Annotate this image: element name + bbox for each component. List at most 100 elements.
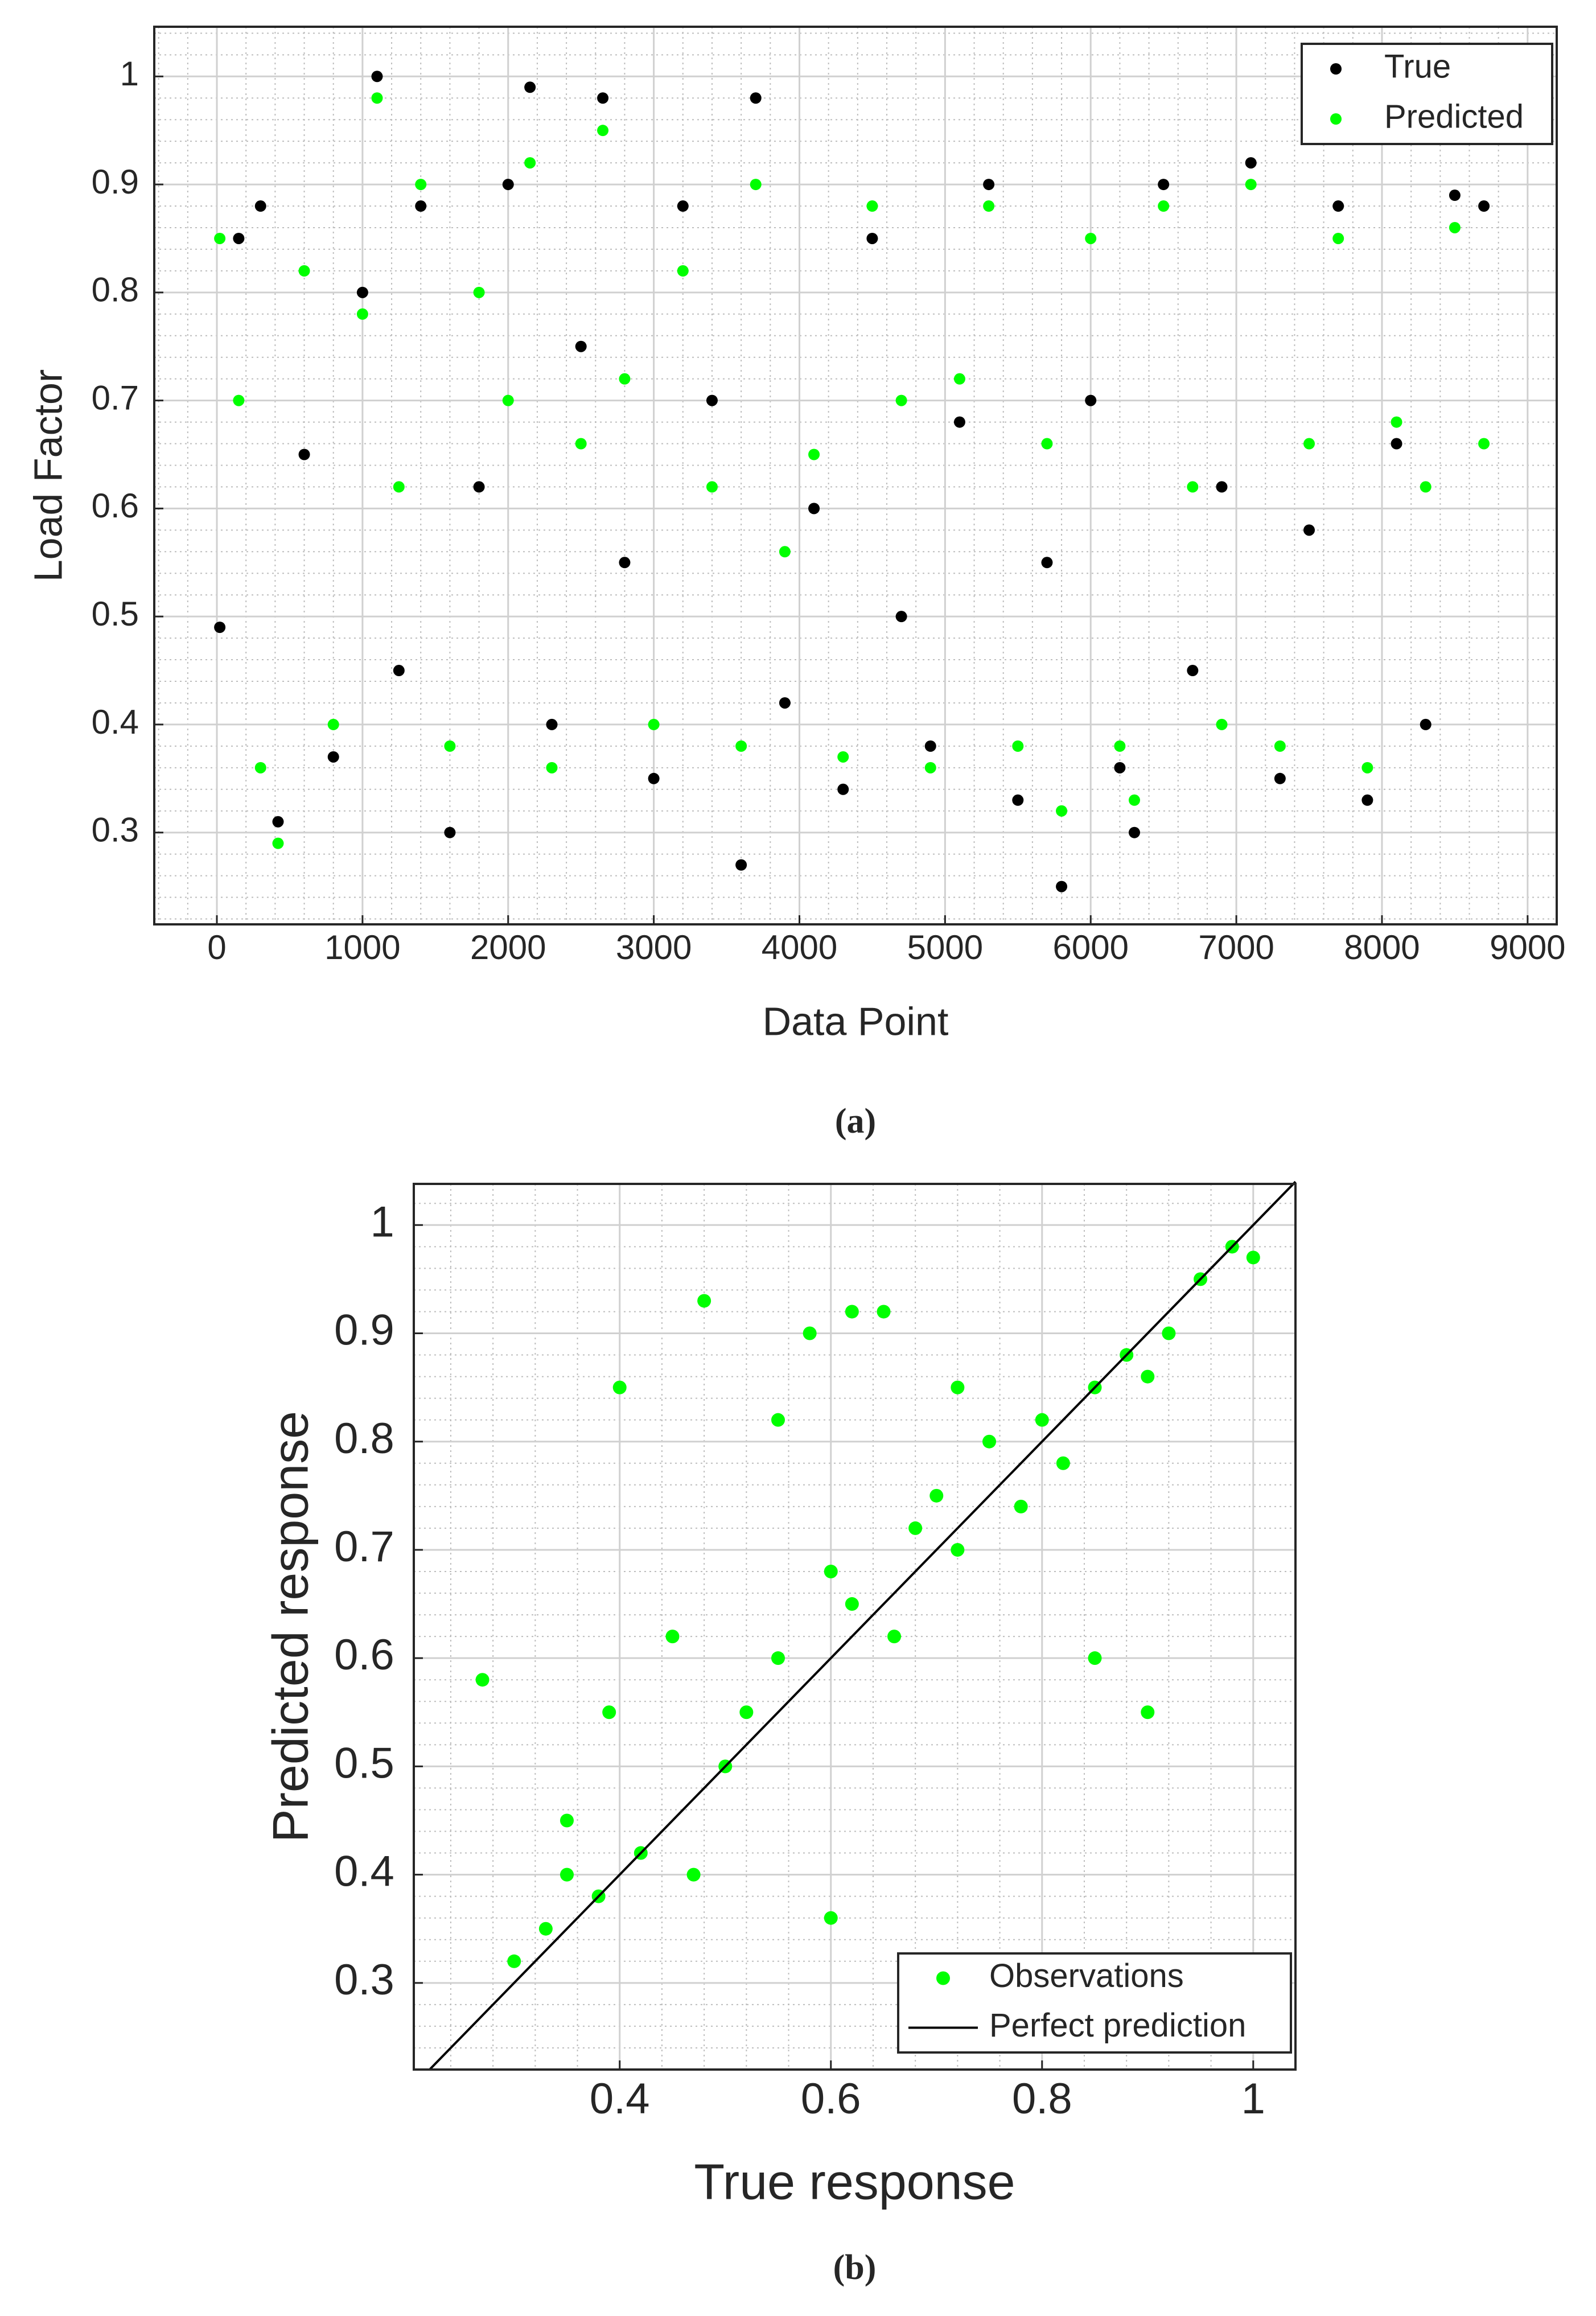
point: [524, 81, 536, 93]
point: [779, 697, 791, 709]
point: [1245, 179, 1257, 191]
point: [677, 265, 689, 277]
point: [1114, 740, 1126, 752]
point: [1012, 740, 1024, 752]
point: [1041, 438, 1053, 450]
point: [1056, 805, 1068, 817]
legend-swatch: [1330, 63, 1342, 75]
point: [866, 200, 878, 212]
legend-label: Observations: [989, 1957, 1184, 1994]
point: [524, 157, 536, 169]
point: [356, 308, 368, 320]
point: [697, 1294, 711, 1308]
point: [415, 179, 427, 191]
point: [415, 200, 427, 212]
point: [1085, 232, 1097, 244]
point: [1449, 221, 1461, 233]
point: [735, 859, 747, 871]
point: [779, 546, 791, 558]
point: [1141, 1369, 1155, 1384]
point: [1162, 1326, 1176, 1340]
caption: (b): [833, 2248, 877, 2287]
point: [1056, 1456, 1070, 1470]
chart: 0.4 0.6 0.8 1 0.3 0.4 0.5 0.6 0.7 0.8 0.9 1 True res…: [262, 1180, 1297, 2287]
point: [298, 449, 310, 460]
point: [393, 665, 405, 677]
point: [233, 394, 245, 406]
point: [866, 232, 878, 244]
point: [1216, 718, 1228, 730]
legend-label: True: [1384, 48, 1451, 85]
point: [824, 1564, 838, 1578]
point: [1303, 524, 1315, 536]
legend-box: [897, 1952, 1292, 2054]
point: [560, 1813, 574, 1828]
point: [546, 762, 558, 774]
point: [1420, 481, 1432, 493]
point: [837, 783, 849, 795]
point: [575, 340, 587, 352]
point: [1449, 190, 1461, 201]
point: [1361, 794, 1373, 806]
point: [1187, 481, 1199, 493]
point: [597, 92, 609, 104]
y-tick-label: 0.7: [334, 1523, 394, 1571]
y-axis-label: Load Factor: [26, 369, 70, 582]
point: [507, 1954, 521, 1968]
point: [1245, 157, 1257, 169]
point: [1361, 762, 1373, 774]
y-tick-label: 0.9: [334, 1306, 394, 1355]
point: [982, 1434, 997, 1449]
point: [887, 1630, 902, 1644]
point: [908, 1521, 923, 1535]
x-tick-label: 1: [1241, 2075, 1265, 2123]
point: [750, 179, 762, 191]
point: [845, 1597, 859, 1611]
y-axis-label: Predicted response: [262, 1411, 318, 1842]
point: [214, 232, 226, 244]
x-axis-label: True response: [694, 2153, 1015, 2210]
point: [473, 286, 485, 298]
y-tick-label: 0.8: [334, 1414, 394, 1463]
point: [808, 449, 820, 460]
point: [808, 503, 820, 515]
point: [612, 1380, 627, 1394]
point: [371, 92, 383, 104]
point: [597, 125, 609, 137]
point: [665, 1630, 680, 1644]
point: [444, 826, 456, 838]
point: [272, 837, 284, 849]
point: [356, 286, 368, 298]
point: [473, 481, 485, 493]
x-tick-label: 5000: [907, 928, 983, 966]
x-tick-label: 4000: [762, 928, 837, 966]
x-tick-label: 3000: [616, 928, 692, 966]
point: [1303, 438, 1315, 450]
x-axis-label: Data Point: [763, 999, 949, 1043]
point: [1088, 1651, 1102, 1665]
point: [1035, 1413, 1049, 1427]
x-tick-label: 0.6: [801, 2075, 861, 2123]
y-tick-label: 1: [120, 55, 139, 93]
y-tick-label: 0.5: [92, 595, 139, 633]
point: [1128, 826, 1140, 838]
point: [1187, 665, 1199, 677]
y-tick-label: 0.5: [334, 1739, 394, 1787]
y-tick-label: 0.6: [92, 487, 139, 525]
point: [951, 1380, 965, 1394]
point: [1246, 1250, 1260, 1265]
point: [371, 71, 383, 83]
x-tick-label: 0: [207, 928, 226, 966]
point: [214, 622, 226, 633]
reference-line: [429, 1180, 1297, 2071]
x-tick-label: 2000: [470, 928, 546, 966]
point: [924, 740, 936, 752]
point: [771, 1413, 785, 1427]
point: [1478, 200, 1490, 212]
point: [444, 740, 456, 752]
x-tick-label: 9000: [1490, 928, 1565, 966]
point: [895, 394, 907, 406]
point: [1391, 416, 1402, 428]
point: [1085, 394, 1097, 406]
